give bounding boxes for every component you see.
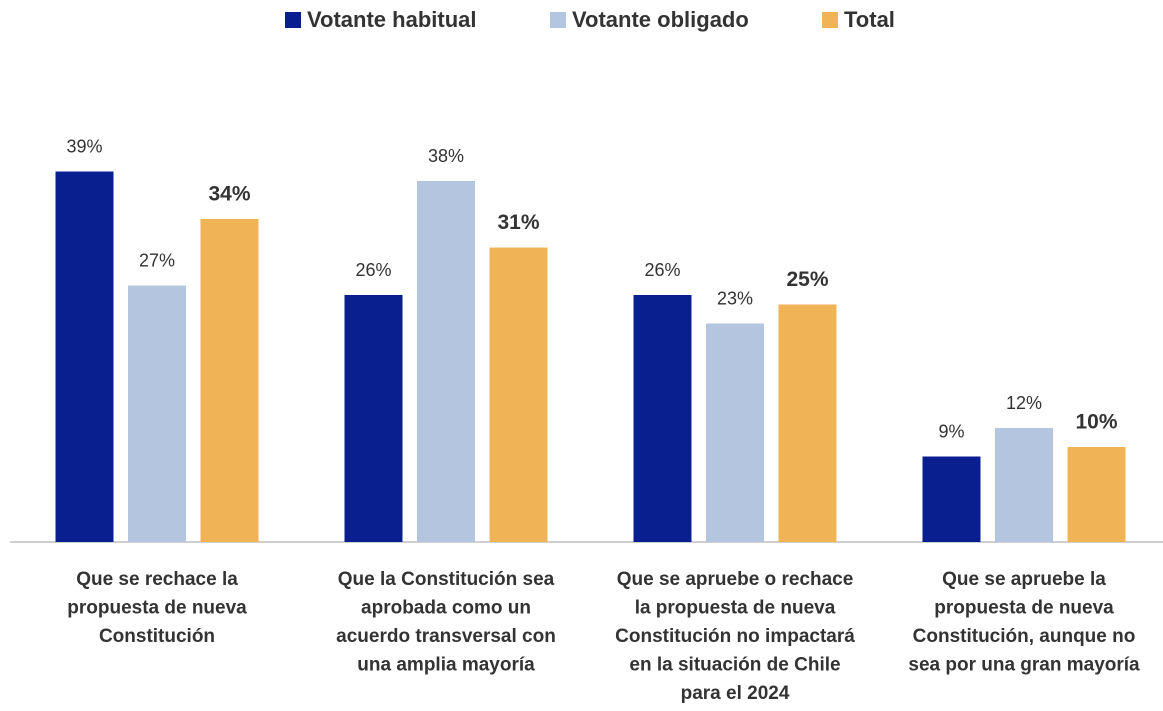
x-tick-label: acuerdo transversal con <box>336 626 556 647</box>
bar <box>1067 447 1126 542</box>
bar <box>995 428 1053 542</box>
x-tick-label: propuesta de nueva <box>67 598 247 619</box>
x-tick-label: Que se rechace la <box>76 569 238 590</box>
value-label: 25% <box>786 268 828 291</box>
value-label: 26% <box>644 260 680 280</box>
legend-label: Votante habitual <box>307 7 477 32</box>
value-label: 27% <box>139 250 175 270</box>
bar <box>778 304 837 542</box>
bar <box>633 295 692 542</box>
bar <box>922 456 981 542</box>
bar <box>344 295 403 542</box>
x-tick-label: la propuesta de nueva <box>635 598 836 619</box>
x-tick-label: en la situación de Chile <box>629 655 840 676</box>
value-label: 38% <box>428 146 464 166</box>
legend-swatch <box>285 12 301 28</box>
value-label: 26% <box>355 260 391 280</box>
value-label: 34% <box>208 183 250 206</box>
x-tick-label: Constitución, aunque no <box>913 626 1136 647</box>
bar <box>55 171 114 542</box>
value-label: 31% <box>497 211 539 234</box>
bar <box>489 247 548 542</box>
x-tick-label: sea por una gran mayoría <box>908 655 1140 676</box>
bar <box>200 219 259 542</box>
x-tick-label: Constitución <box>99 626 215 647</box>
value-label: 12% <box>1006 393 1042 413</box>
legend-swatch <box>550 12 566 28</box>
bar <box>128 285 186 542</box>
x-tick-label: para el 2024 <box>681 683 790 704</box>
x-tick-label: aprobada como un <box>361 598 531 619</box>
x-tick-label: propuesta de nueva <box>934 598 1114 619</box>
value-label: 9% <box>938 421 964 441</box>
legend-swatch <box>822 12 838 28</box>
bar <box>706 323 764 542</box>
legend-label: Votante obligado <box>572 7 749 32</box>
x-tick-label: Que se apruebe o rechace <box>617 569 854 590</box>
x-tick-label: Constitución no impactará <box>615 626 855 647</box>
bar <box>417 181 475 542</box>
value-label: 39% <box>66 136 102 156</box>
x-tick-label: una amplia mayoría <box>357 655 535 676</box>
value-label: 23% <box>717 288 753 308</box>
value-label: 10% <box>1075 411 1117 434</box>
x-tick-label: Que se apruebe la <box>942 569 1106 590</box>
legend-label: Total <box>844 7 895 32</box>
x-tick-label: Que la Constitución sea <box>338 569 555 590</box>
